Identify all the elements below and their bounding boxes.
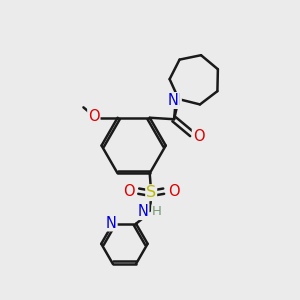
Text: O: O — [168, 184, 179, 199]
Text: O: O — [88, 109, 100, 124]
Text: O: O — [123, 184, 135, 199]
Text: N: N — [170, 93, 181, 108]
Text: N: N — [106, 216, 117, 231]
Text: N: N — [138, 204, 148, 219]
Text: O: O — [193, 129, 204, 144]
Text: S: S — [146, 185, 156, 200]
Text: N: N — [168, 93, 179, 108]
Text: H: H — [152, 205, 162, 218]
